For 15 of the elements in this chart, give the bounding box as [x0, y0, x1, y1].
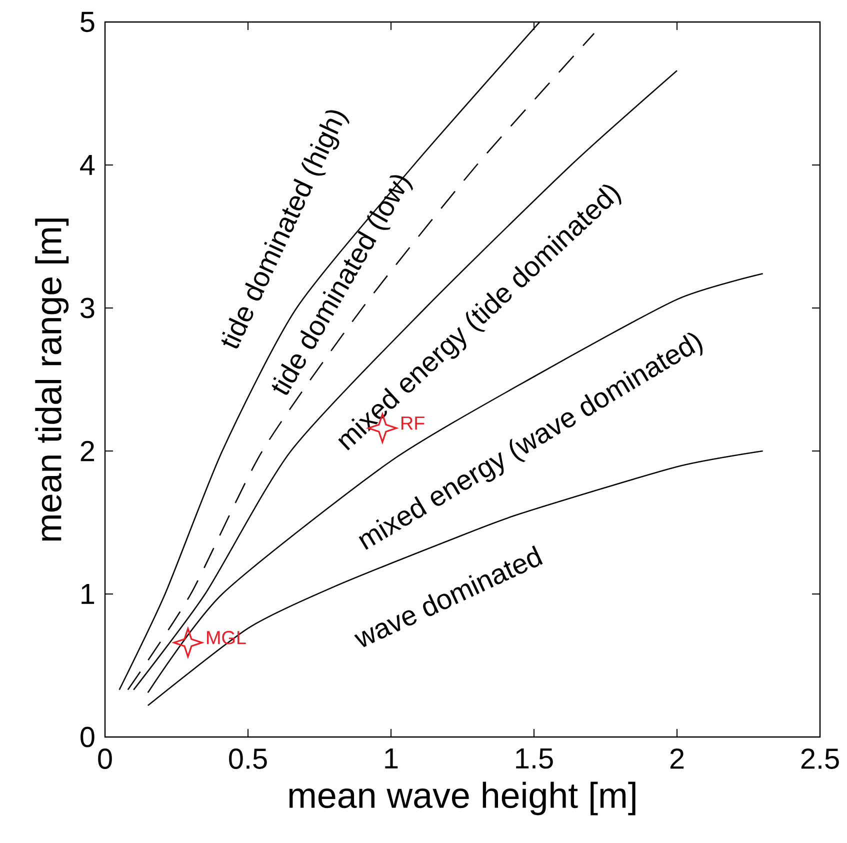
x-tick-label: 1.5: [516, 748, 553, 769]
y-tick-label: 2: [80, 440, 94, 462]
x-tick-label: 1: [385, 748, 398, 768]
y-tick-label: 5: [80, 12, 94, 32]
x-tick-label: 0.5: [229, 748, 267, 769]
y-tick-label: 4: [80, 155, 95, 175]
x-tick-label: 2.5: [801, 748, 839, 769]
y-tick-label: 3: [80, 298, 94, 318]
y-axis-title: mean tidal range [m]: [35, 218, 69, 541]
x-axis-title: mean wave height [m]: [289, 782, 636, 816]
y-tick-label: 0: [80, 726, 94, 748]
x-tick-label: 0: [98, 748, 112, 769]
y-tick-label: 1: [82, 584, 94, 604]
series-label: RF: [401, 416, 424, 430]
x-tick-label: 2: [670, 748, 684, 769]
